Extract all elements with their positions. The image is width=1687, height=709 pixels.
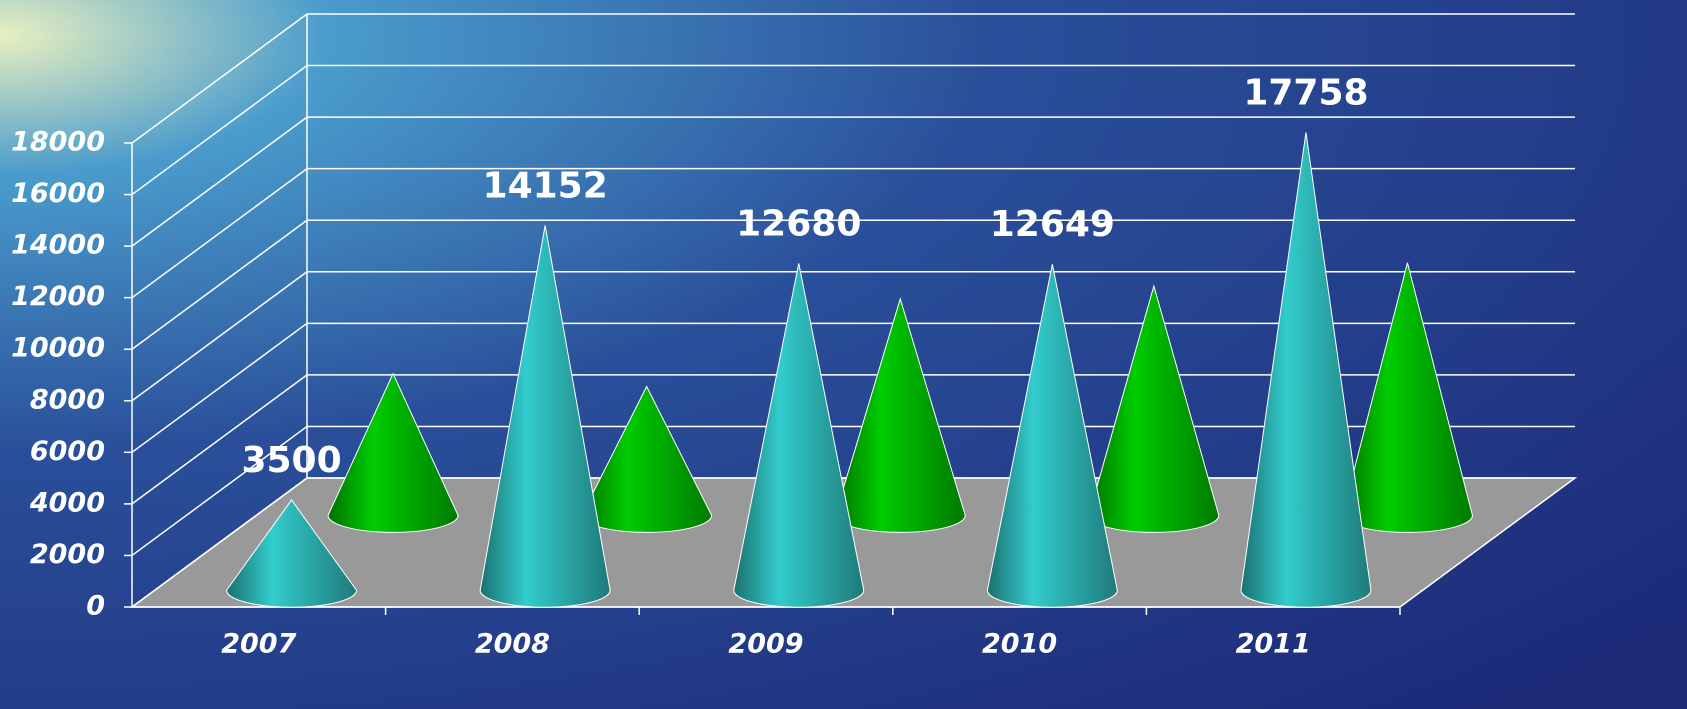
grid-line — [131, 425, 308, 557]
cone — [479, 225, 611, 608]
value-label: 3500 — [241, 440, 341, 481]
grid-line — [131, 168, 308, 299]
grid-line — [131, 116, 308, 247]
value-label: 17758 — [1243, 72, 1368, 113]
y-tick-label: 0 — [86, 591, 105, 622]
cone — [327, 372, 459, 533]
y-tick-label: 12000 — [11, 281, 105, 312]
y-tick-label: 18000 — [11, 127, 105, 158]
grid-line — [131, 271, 308, 402]
value-label: 12649 — [990, 204, 1115, 245]
y-tick-label: 2000 — [30, 539, 105, 570]
grid-line — [131, 64, 308, 196]
y-tick-label: 14000 — [11, 230, 105, 261]
cone — [733, 263, 865, 608]
cone — [226, 499, 358, 608]
cone — [1240, 132, 1372, 608]
x-tick-label: 2011 — [1236, 629, 1311, 660]
value-label: 12680 — [736, 203, 861, 244]
grid-line — [131, 13, 308, 144]
y-tick-label: 10000 — [11, 333, 105, 364]
x-tick-label: 2008 — [475, 629, 550, 660]
grid-line — [131, 477, 308, 608]
x-tick-label: 2010 — [982, 629, 1057, 660]
x-tick-label: 2009 — [728, 629, 803, 660]
grid-line — [131, 322, 308, 453]
cone — [986, 264, 1118, 608]
grid-line — [131, 219, 308, 350]
y-tick-label: 8000 — [30, 384, 105, 415]
grid-line — [131, 374, 308, 505]
y-tick-label: 6000 — [30, 436, 105, 467]
x-tick-label: 2007 — [221, 629, 296, 660]
y-tick-label: 16000 — [11, 178, 105, 209]
y-tick-label: 4000 — [29, 487, 105, 518]
value-label: 14152 — [483, 165, 608, 206]
